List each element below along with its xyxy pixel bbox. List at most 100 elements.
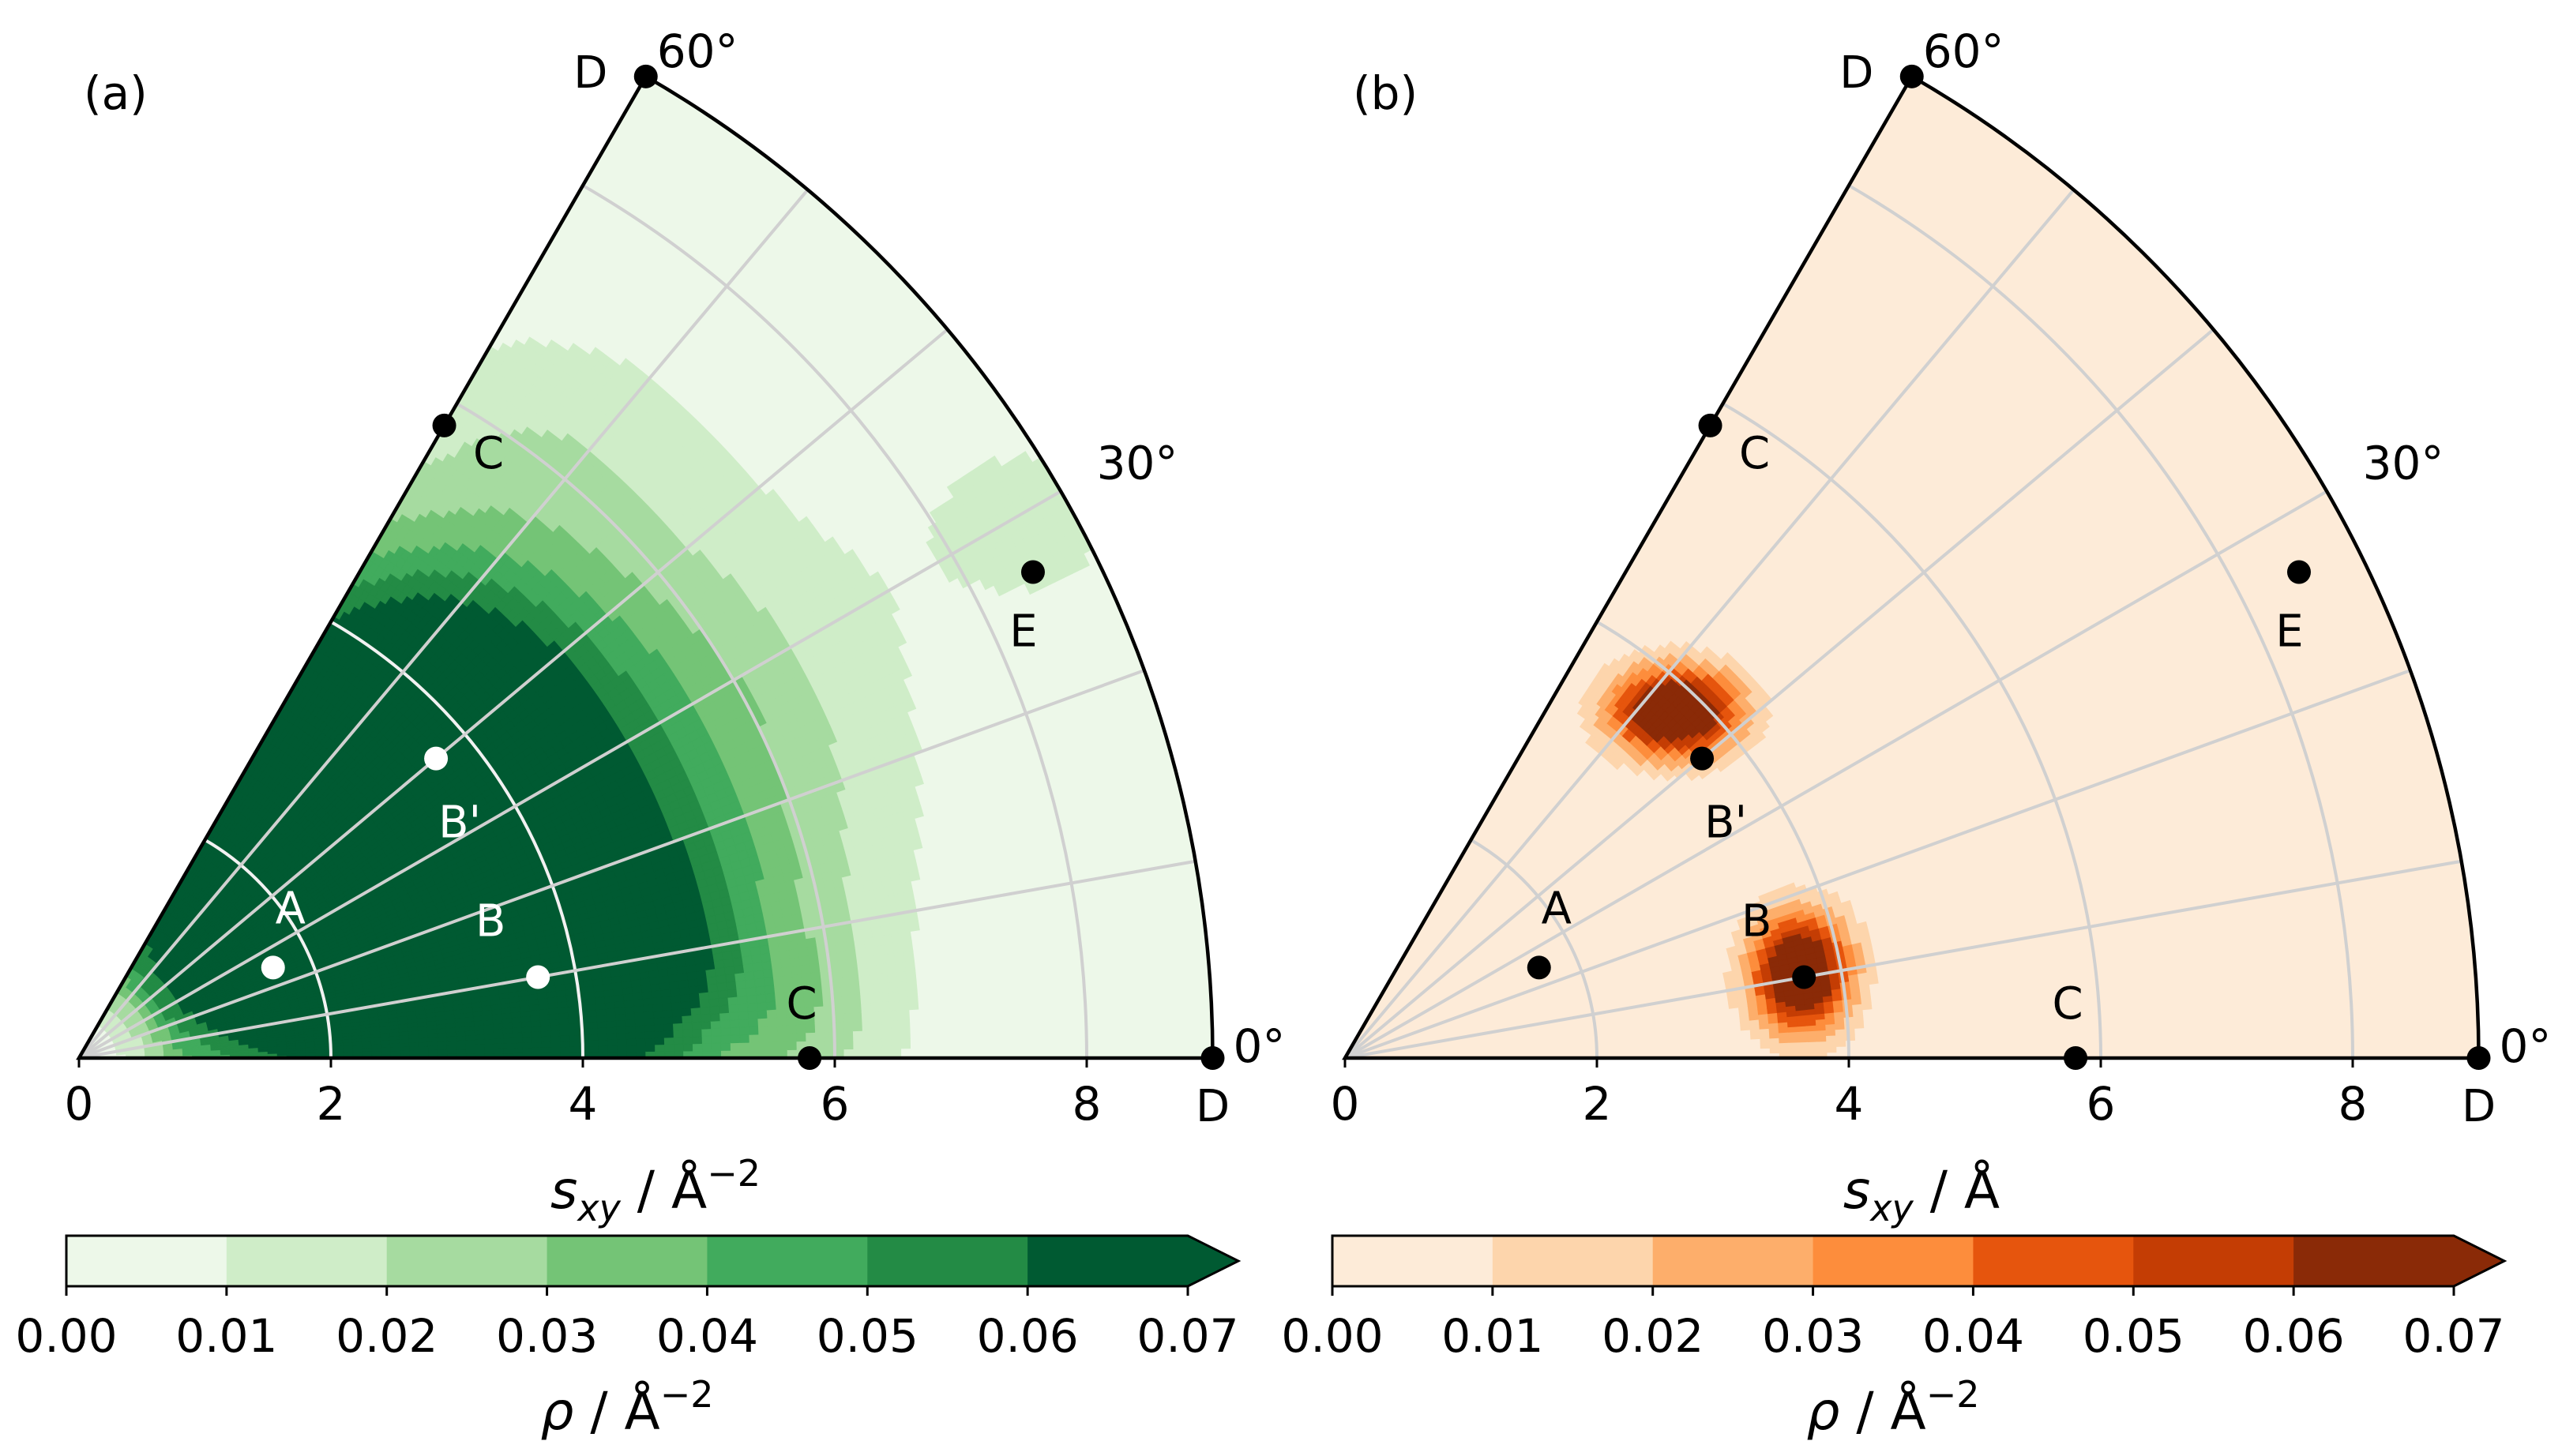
density-cell — [588, 1045, 599, 1053]
density-cell — [607, 1032, 618, 1041]
density-cell — [560, 1046, 571, 1053]
density-cell — [635, 1024, 646, 1033]
density-cell — [587, 1021, 599, 1029]
density-cell — [513, 1041, 524, 1049]
density-cell — [634, 1018, 645, 1026]
density-cell — [400, 1049, 411, 1055]
density-cell — [550, 1024, 561, 1031]
density-cell — [616, 1026, 627, 1034]
density-cell — [624, 1005, 635, 1014]
density-cell — [447, 1049, 457, 1054]
density-cell — [352, 1051, 363, 1056]
density-cell — [615, 1019, 627, 1027]
density-cell — [597, 1026, 608, 1034]
density-cell — [550, 1035, 562, 1042]
density-cell — [503, 1037, 514, 1044]
density-cell — [371, 1050, 382, 1056]
density-cell — [465, 1039, 476, 1045]
density-cell — [381, 1050, 392, 1055]
density-cell — [569, 1028, 580, 1036]
density-cell — [494, 1042, 505, 1049]
density-cell — [522, 1047, 533, 1053]
density-cell — [540, 1024, 551, 1032]
density-cell — [636, 1044, 647, 1053]
density-cell — [494, 1048, 505, 1054]
density-cell — [625, 1031, 637, 1040]
density-cell — [484, 1033, 495, 1040]
density-cell — [531, 1025, 542, 1033]
density-cell — [428, 1049, 438, 1055]
density-cell — [446, 1040, 457, 1046]
density-cell — [446, 1044, 457, 1050]
density-cell — [540, 1030, 551, 1038]
density-cell — [625, 1025, 637, 1034]
density-cell — [569, 1023, 580, 1030]
density-cell — [513, 1037, 524, 1044]
density-cell — [606, 1014, 617, 1022]
density-cell — [588, 1033, 599, 1041]
density-cell — [560, 1034, 571, 1042]
density-cell — [494, 1038, 505, 1045]
density-cell — [409, 1045, 419, 1051]
density-cell — [550, 1046, 562, 1053]
density-cell — [513, 1047, 524, 1054]
density-cell — [615, 1013, 626, 1021]
density-cell — [484, 1038, 495, 1045]
density-cell — [456, 1039, 467, 1045]
density-cell — [437, 1040, 448, 1046]
density-cell — [560, 1040, 571, 1048]
density-cell — [616, 1032, 627, 1040]
density-cell — [559, 1023, 570, 1030]
density-cell — [614, 1007, 625, 1015]
density-cell — [437, 1045, 448, 1050]
density-cell — [427, 1045, 438, 1051]
density-cell — [522, 1036, 533, 1043]
density-cell — [617, 1045, 628, 1053]
density-cell — [484, 1048, 495, 1054]
density-cell — [607, 1038, 618, 1046]
density-cell — [569, 1040, 580, 1047]
density-cell — [400, 1045, 410, 1051]
density-cell — [522, 1041, 533, 1049]
density-contours — [97, 336, 1093, 1058]
density-cell — [569, 1034, 580, 1041]
density-cell — [635, 1031, 646, 1039]
density-cell — [541, 1046, 552, 1053]
density-cell — [625, 1012, 636, 1021]
density-cell — [541, 1035, 552, 1042]
density-cell — [475, 1043, 486, 1049]
density-cell — [597, 1033, 608, 1041]
density-cell — [503, 1042, 514, 1049]
density-cell — [588, 1027, 599, 1035]
density-cell — [635, 1038, 646, 1045]
density-cell — [625, 1019, 637, 1027]
density-cell — [633, 1004, 644, 1014]
density-cell — [532, 1041, 543, 1049]
density-cell — [626, 1045, 637, 1053]
density-cell — [607, 1026, 618, 1034]
density-cell — [625, 1038, 637, 1046]
density-cell — [532, 1036, 543, 1043]
density-cell — [598, 1045, 609, 1053]
density-cell — [390, 1050, 401, 1055]
density-cell — [503, 1047, 514, 1054]
density-cell — [587, 1015, 598, 1023]
density-cell — [521, 1031, 532, 1038]
density-cell — [541, 1041, 552, 1048]
density-cell — [362, 1050, 373, 1056]
density-cell — [456, 1044, 467, 1050]
density-cell — [617, 1038, 628, 1046]
density-cell — [475, 1048, 486, 1054]
density-cell — [532, 1046, 543, 1053]
density-cell — [484, 1043, 495, 1049]
density-cell — [409, 1049, 420, 1055]
density-cell — [588, 1039, 599, 1047]
density-cell — [550, 1030, 561, 1037]
density-cell — [598, 1039, 609, 1047]
density-cell — [596, 1015, 607, 1023]
density-cell — [569, 1045, 580, 1053]
density-cell — [438, 1049, 448, 1055]
density-cell — [494, 1033, 505, 1039]
